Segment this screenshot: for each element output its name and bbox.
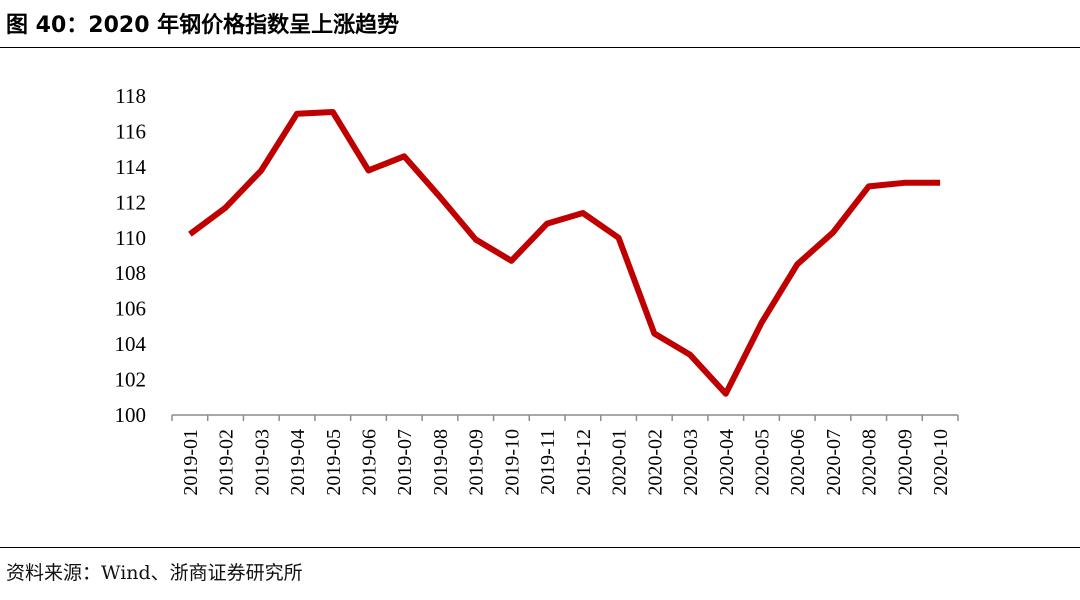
y-tick-label: 102 bbox=[115, 368, 147, 392]
series-layer bbox=[188, 109, 941, 397]
y-tick-label: 106 bbox=[115, 297, 147, 321]
x-tick-label: 2019-08 bbox=[430, 429, 452, 496]
source-note: 资料来源：Wind、浙商证券研究所 bbox=[6, 562, 303, 584]
y-tick-label: 116 bbox=[115, 119, 146, 143]
y-tick-label: 112 bbox=[115, 190, 146, 214]
x-tick-label: 2020-04 bbox=[716, 429, 738, 496]
x-tick-label: 2019-07 bbox=[394, 429, 416, 496]
y-tick-label: 104 bbox=[115, 332, 147, 356]
x-axis: 2019-01 2019-02 2019-03 2019-04 2019-05 2019-… bbox=[171, 414, 959, 496]
x-tick-label: 2019-02 bbox=[216, 429, 238, 496]
title-rule bbox=[0, 47, 1080, 48]
x-tick-label: 2019-12 bbox=[573, 429, 595, 496]
y-tick-label: 100 bbox=[115, 403, 147, 427]
y-tick-label: 110 bbox=[115, 226, 146, 250]
x-tick-label: 2019-09 bbox=[466, 429, 488, 496]
x-tick-label: 2019-01 bbox=[180, 429, 202, 496]
y-tick-label: 118 bbox=[115, 84, 146, 108]
x-tick-label: 2020-08 bbox=[859, 429, 881, 496]
y-tick-label: 108 bbox=[115, 261, 147, 285]
x-tick-label: 2019-03 bbox=[251, 429, 273, 496]
x-tick-label: 2020-07 bbox=[823, 429, 845, 496]
x-tick-label: 2020-10 bbox=[930, 429, 952, 496]
x-tick-label: 2019-10 bbox=[501, 429, 523, 496]
x-tick-label: 2020-05 bbox=[752, 429, 774, 496]
figure-title: 图 40：2020 年钢价格指数呈上涨趋势 bbox=[6, 13, 400, 38]
bottom-rule bbox=[0, 547, 1080, 548]
x-tick-label: 2019-04 bbox=[287, 429, 309, 496]
x-tick-label: 2020-01 bbox=[609, 429, 631, 496]
x-tick-label: 2019-06 bbox=[359, 429, 381, 496]
x-tick-label: 2019-05 bbox=[323, 429, 345, 496]
x-tick-label: 2019-11 bbox=[537, 429, 559, 495]
series-line bbox=[188, 109, 941, 397]
y-tick-label: 114 bbox=[115, 155, 146, 179]
x-tick-label: 2020-09 bbox=[894, 429, 916, 496]
x-tick-label: 2020-02 bbox=[644, 429, 666, 496]
x-tick-label: 2020-03 bbox=[680, 429, 702, 496]
y-axis: 100 102 104 106 108 110 112 114 116 118 bbox=[115, 84, 147, 427]
x-tick-label: 2020-06 bbox=[787, 429, 809, 496]
